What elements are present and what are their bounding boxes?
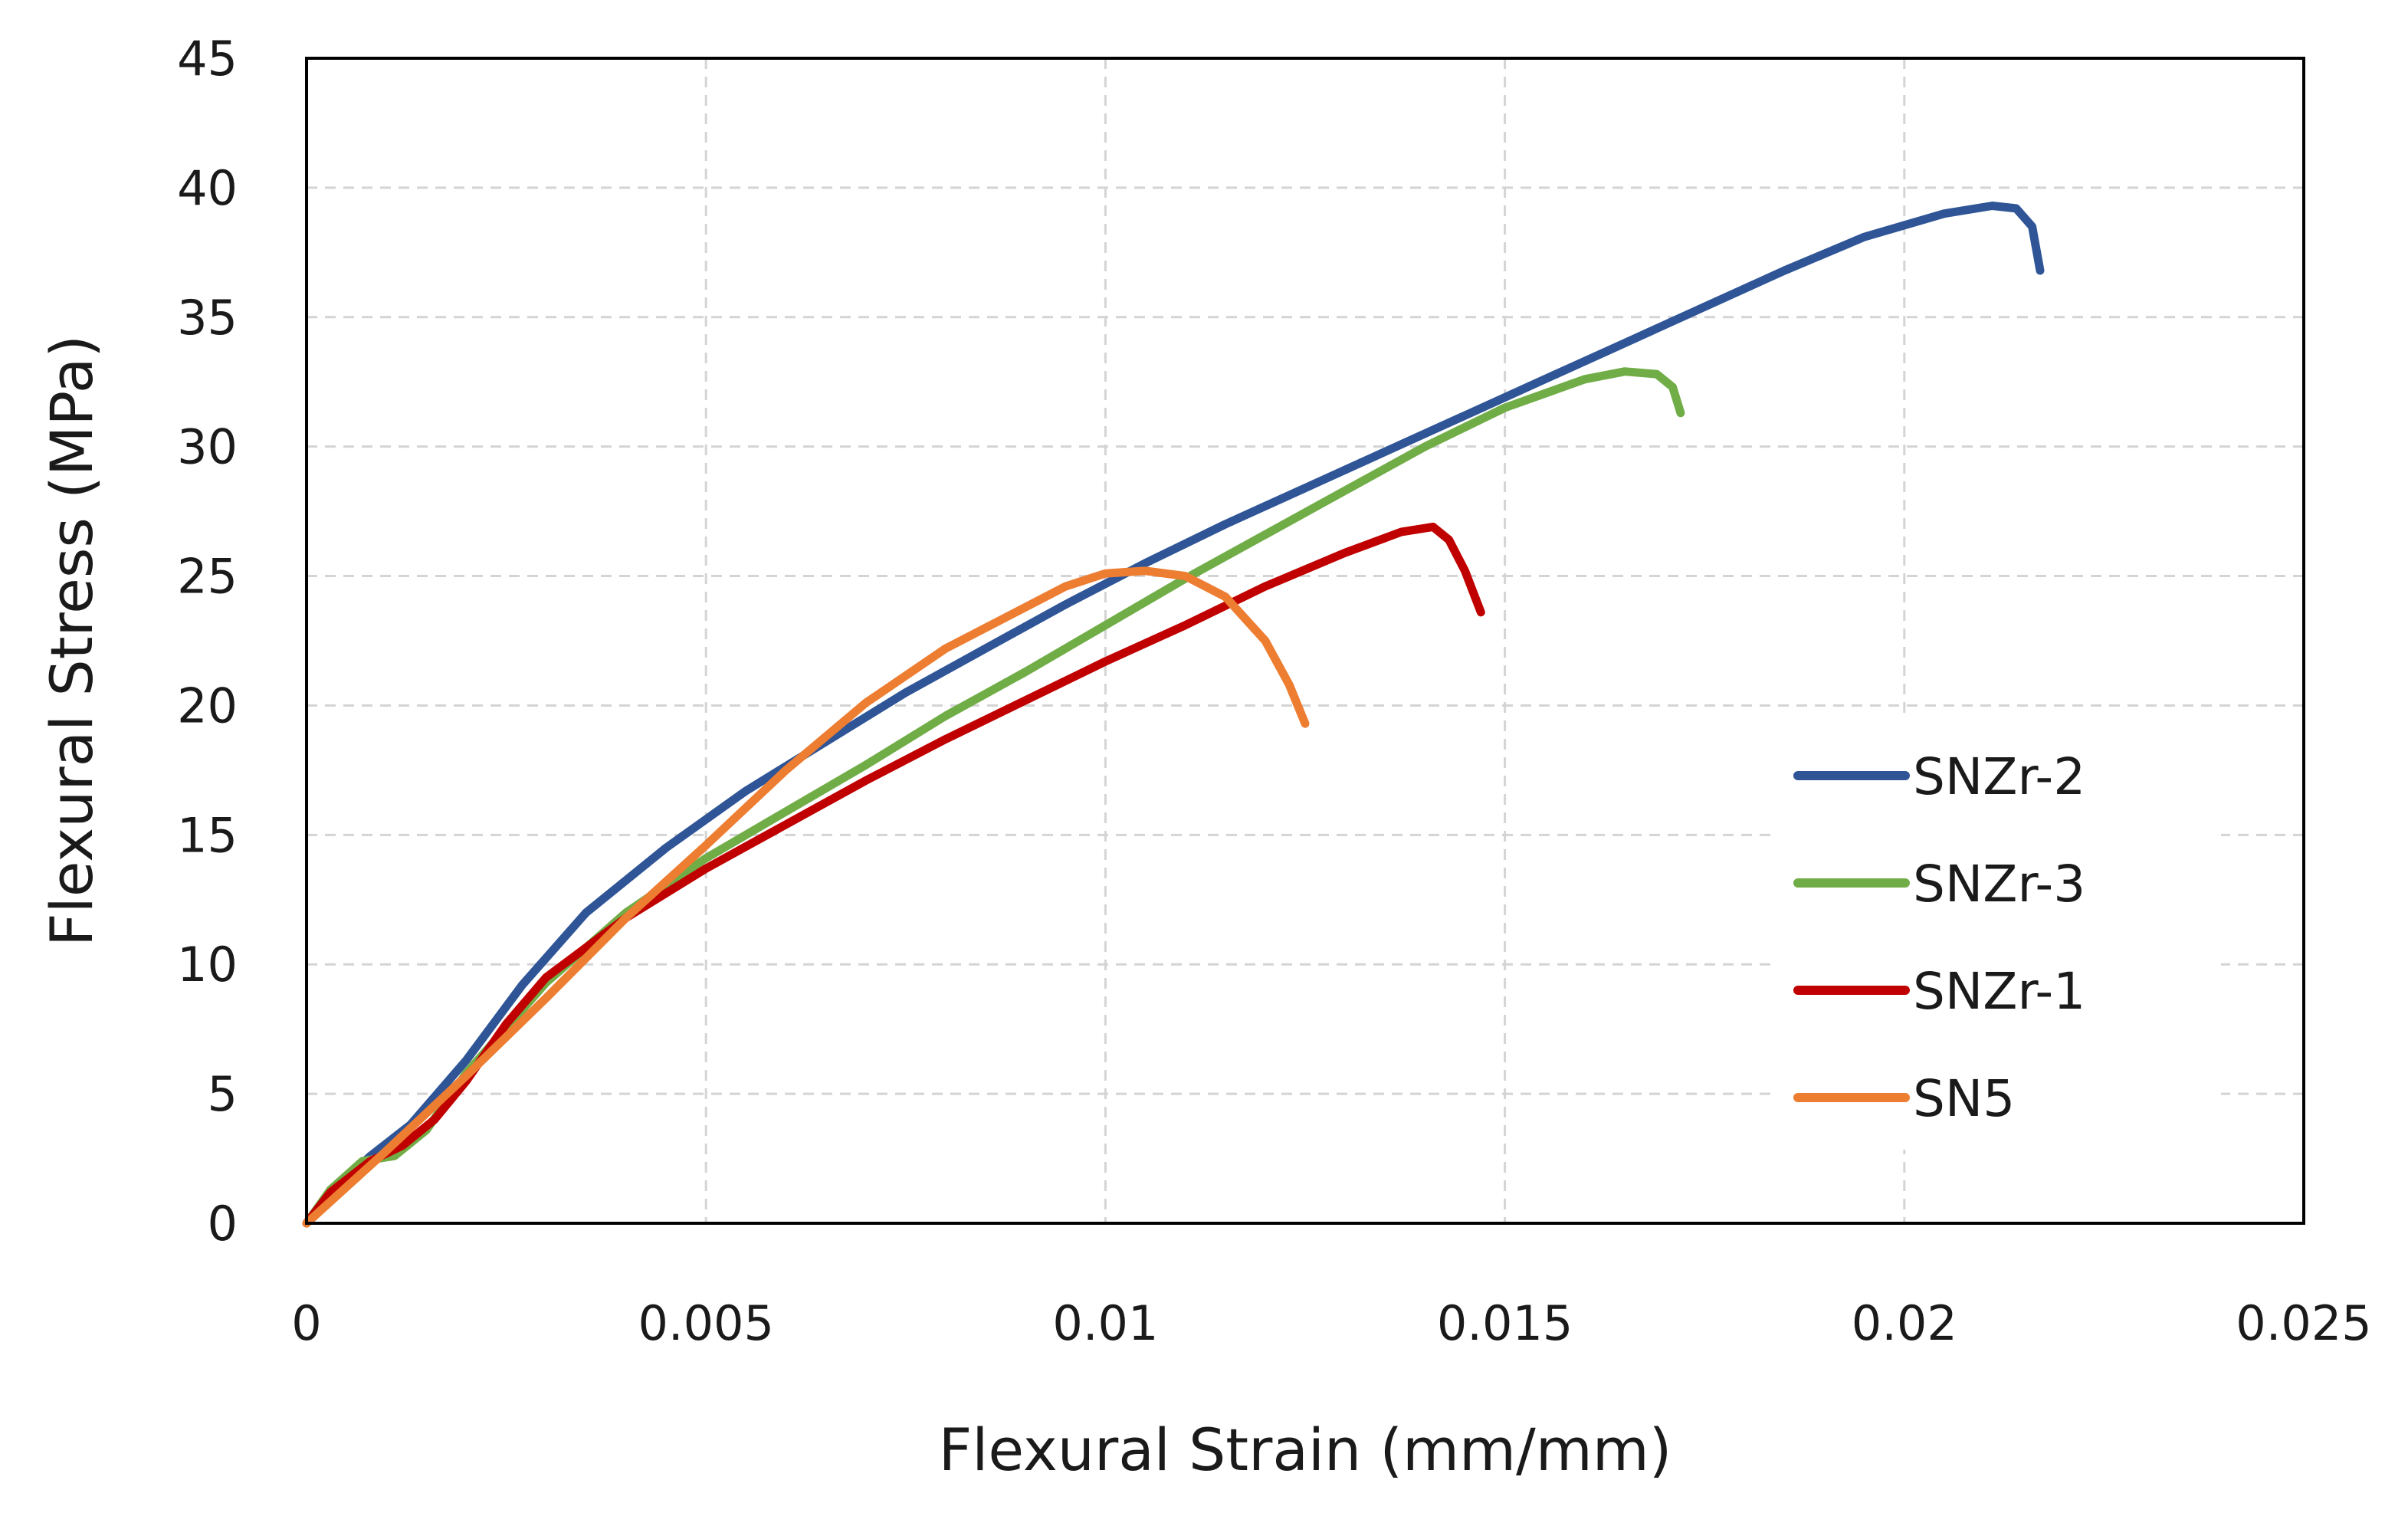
- x-axis-title: Flexural Strain (mm/mm): [939, 1416, 1672, 1484]
- y-tick-label: 0: [208, 1196, 238, 1252]
- series-lines: [302, 202, 2045, 1228]
- legend: SNZr-2 SNZr-3 SNZr-1 SN5: [1776, 720, 2221, 1150]
- y-tick-label: 35: [177, 290, 238, 346]
- series-line-snzr-2: [302, 202, 2045, 1228]
- legend-label: SNZr-2: [1913, 747, 2085, 806]
- y-tick-label: 30: [177, 419, 238, 475]
- y-tick-label: 10: [177, 937, 238, 993]
- y-tick-label: 20: [177, 678, 238, 733]
- y-tick-label: 40: [177, 160, 238, 216]
- legend-label: SNZr-3: [1913, 855, 2085, 914]
- x-tick-label: 0.015: [1437, 1295, 1573, 1351]
- x-tick-label: 0.02: [1852, 1295, 1957, 1351]
- x-tick-label: 0: [291, 1295, 321, 1351]
- x-tick-label: 0.025: [2236, 1295, 2372, 1351]
- y-tick-label: 45: [177, 31, 238, 87]
- y-tick-label: 5: [208, 1066, 238, 1122]
- x-tick-labels: 0 0.005 0.01 0.015 0.02 0.025: [291, 1295, 2371, 1351]
- y-tick-labels: 0 5 10 15 20 25 30 35 40 45: [177, 31, 238, 1252]
- gridlines: [307, 58, 2304, 1223]
- legend-background: [1776, 720, 2221, 1150]
- y-tick-label: 15: [177, 807, 238, 863]
- legend-label: SNZr-1: [1913, 962, 2085, 1021]
- series-line-sn5: [302, 566, 1310, 1228]
- plot-area-frame: [305, 57, 2305, 1225]
- x-tick-label: 0.01: [1052, 1295, 1158, 1351]
- legend-label: SN5: [1913, 1069, 2015, 1128]
- x-tick-label: 0.005: [638, 1295, 774, 1351]
- y-tick-label: 25: [177, 549, 238, 605]
- y-axis-title: Flexural Stress (MPa): [38, 335, 106, 947]
- series-line-snzr-1: [302, 522, 1485, 1228]
